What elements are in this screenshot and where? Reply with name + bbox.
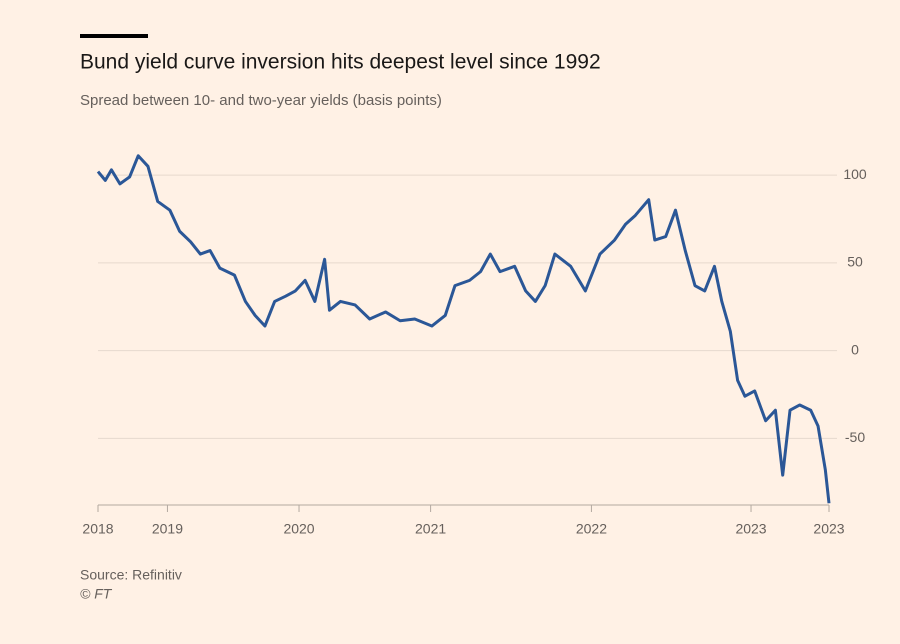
series-line — [96, 154, 831, 504]
source: Source: Refinitiv — [80, 567, 182, 583]
x-tick-label: 2019 — [152, 521, 183, 537]
x-tick-label: 2023 — [735, 521, 766, 537]
y-tick-label: -50 — [845, 429, 865, 445]
y-tick-label: 50 — [847, 254, 863, 270]
title-bar — [80, 34, 148, 38]
x-tick-label: 2021 — [415, 521, 446, 537]
credit: © FT — [80, 586, 113, 602]
chart-title: Bund yield curve inversion hits deepest … — [80, 51, 601, 74]
x-tick-label: 2022 — [576, 521, 607, 537]
x-tick-label: 2018 — [82, 521, 113, 537]
chart-subtitle: Spread between 10- and two-year yields (… — [80, 92, 442, 109]
x-tick-label: 2020 — [283, 521, 314, 537]
y-tick-label: 0 — [851, 341, 859, 357]
y-tick-label: 100 — [843, 166, 867, 182]
x-tick-label: 2023 — [813, 521, 844, 537]
